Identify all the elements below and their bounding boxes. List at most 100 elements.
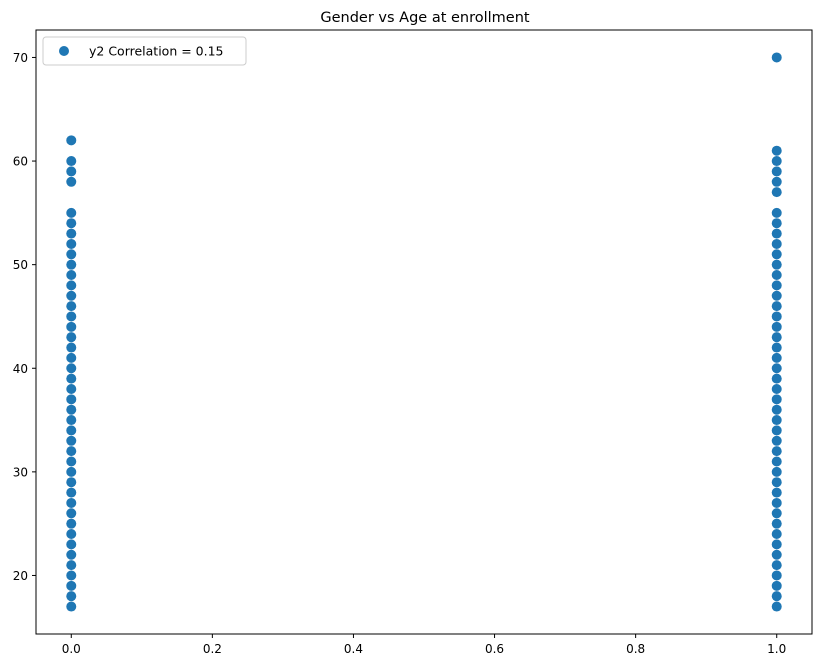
scatter-point [771, 321, 782, 332]
scatter-point [66, 435, 77, 446]
y-tick-label: 30 [13, 465, 28, 479]
scatter-point [66, 580, 77, 591]
x-tick-label: 1.0 [767, 642, 786, 656]
scatter-point [66, 466, 77, 477]
scatter-point [66, 497, 77, 508]
scatter-point [66, 228, 77, 239]
legend-box [42, 36, 247, 66]
scatter-point [771, 446, 782, 457]
scatter-point [771, 570, 782, 581]
scatter-point [771, 280, 782, 291]
x-tick-label: 0.4 [344, 642, 363, 656]
scatter-point [66, 508, 77, 519]
scatter-point [66, 373, 77, 384]
scatter-point [66, 477, 77, 488]
scatter-point [66, 135, 77, 146]
scatter-point [771, 435, 782, 446]
scatter-point [66, 311, 77, 322]
scatter-point [771, 373, 782, 384]
scatter-point [66, 259, 77, 270]
scatter-point [771, 560, 782, 571]
scatter-point [771, 156, 782, 167]
scatter-point [66, 238, 77, 249]
scatter-point [66, 487, 77, 498]
scatter-point [771, 549, 782, 560]
scatter-point [771, 580, 782, 591]
chart-title: Gender vs Age at enrollment [320, 10, 530, 26]
plot-area [36, 30, 812, 634]
scatter-point [66, 560, 77, 571]
scatter-point [771, 508, 782, 519]
scatter-point [771, 176, 782, 187]
scatter-point [66, 549, 77, 560]
scatter-point [66, 425, 77, 436]
scatter-point [771, 518, 782, 529]
scatter-point [771, 529, 782, 540]
legend: y2 Correlation = 0.15 [42, 36, 247, 66]
plot-border [35, 29, 813, 635]
scatter-point [771, 477, 782, 488]
scatter-point [66, 363, 77, 374]
scatter-point [66, 446, 77, 457]
scatter-point [66, 321, 77, 332]
scatter-point [66, 570, 77, 581]
scatter-point [771, 270, 782, 281]
scatter-point [771, 456, 782, 467]
scatter-point [66, 290, 77, 301]
scatter-point [66, 539, 77, 550]
scatter-point [771, 352, 782, 363]
scatter-point [771, 466, 782, 477]
scatter-point [771, 342, 782, 353]
scatter-point [771, 363, 782, 374]
scatter-point [66, 352, 77, 363]
scatter-point [66, 342, 77, 353]
scatter-point [771, 187, 782, 198]
x-tick-label: 0.8 [626, 642, 645, 656]
scatter-point [771, 383, 782, 394]
scatter-point [771, 394, 782, 405]
scatter-point [771, 238, 782, 249]
scatter-point [771, 404, 782, 415]
scatter-point [771, 601, 782, 612]
scatter-point [771, 228, 782, 239]
scatter-point [66, 332, 77, 343]
y-tick-label: 70 [13, 51, 28, 65]
scatter-point [771, 145, 782, 156]
scatter-point [66, 207, 77, 218]
scatter-point [66, 166, 77, 177]
x-axis: 0.0 0.2 0.4 0.6 0.8 1.0 [62, 634, 786, 656]
scatter-point [771, 259, 782, 270]
scatter-point [66, 456, 77, 467]
scatter-point [66, 383, 77, 394]
scatter-point [66, 415, 77, 426]
scatter-point [66, 518, 77, 529]
scatter-point [771, 166, 782, 177]
scatter-point [771, 497, 782, 508]
scatter-point [66, 404, 77, 415]
scatter-point [66, 176, 77, 187]
scatter-point [66, 270, 77, 281]
y-tick-label: 50 [13, 258, 28, 272]
x-tick-label: 0.0 [62, 642, 81, 656]
scatter-point [771, 301, 782, 312]
scatter-point [66, 280, 77, 291]
y-axis: 20 30 40 50 60 70 [13, 51, 36, 583]
scatter-point [66, 301, 77, 312]
scatter-point [771, 332, 782, 343]
scatter-point [771, 290, 782, 301]
y-tick-label: 40 [13, 362, 28, 376]
scatter-point [66, 529, 77, 540]
scatter-point [66, 218, 77, 229]
scatter-point [66, 601, 77, 612]
x-tick-label: 0.2 [203, 642, 222, 656]
scatter-point [771, 425, 782, 436]
scatter-point [66, 156, 77, 167]
scatter-point [771, 311, 782, 322]
scatter-point [771, 52, 782, 63]
y-tick-label: 60 [13, 155, 28, 169]
scatter-point [771, 415, 782, 426]
scatter-point [66, 394, 77, 405]
scatter-point [771, 207, 782, 218]
